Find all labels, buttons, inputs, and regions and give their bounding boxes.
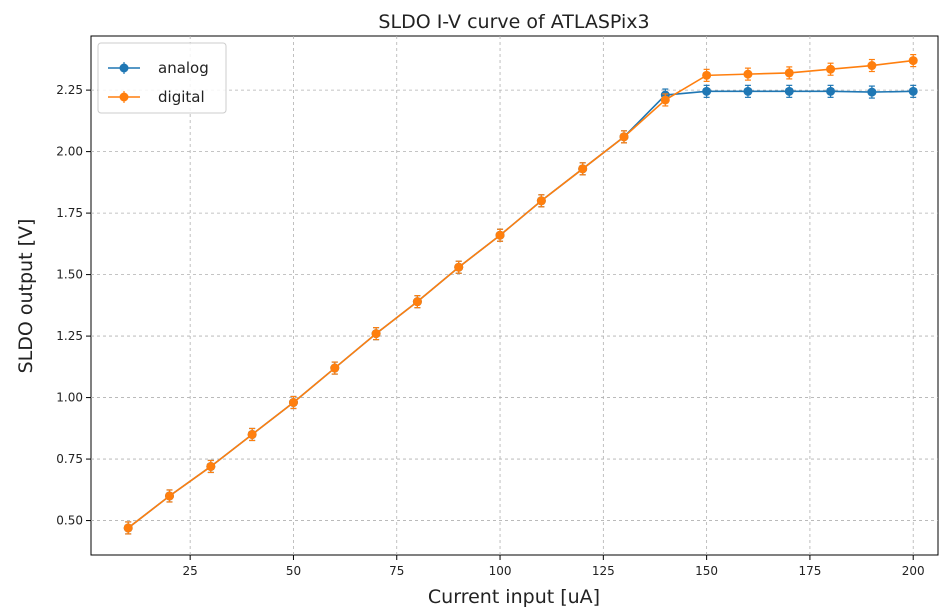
y-tick-label: 1.75	[56, 206, 83, 220]
data-point-digital	[412, 297, 422, 307]
x-tick-label: 75	[389, 564, 404, 578]
data-point-analog	[867, 87, 877, 97]
legend-label-analog: analog	[158, 59, 209, 77]
data-point-digital	[123, 523, 133, 533]
series-layer	[123, 53, 918, 535]
series-digital	[123, 53, 918, 535]
data-point-analog	[784, 86, 794, 96]
y-tick-label: 1.50	[56, 268, 83, 282]
data-point-digital	[578, 164, 588, 174]
x-tick-label: 25	[183, 564, 198, 578]
data-point-digital	[165, 491, 175, 501]
data-point-digital	[206, 461, 216, 471]
data-point-digital	[495, 230, 505, 240]
data-point-digital	[702, 70, 712, 80]
data-point-analog	[743, 86, 753, 96]
y-tick-label: 0.75	[56, 452, 83, 466]
y-tick-label: 1.25	[56, 329, 83, 343]
data-point-digital	[784, 68, 794, 78]
data-point-digital	[371, 329, 381, 339]
x-tick-label: 150	[695, 564, 718, 578]
ticks: 25 50 75 100 125 150 175 200 0.50 0.75 1.00 1.25 1.5…	[56, 83, 924, 578]
y-tick-label: 2.25	[56, 83, 83, 97]
data-point-analog	[908, 86, 918, 96]
x-tick-label: 50	[286, 564, 301, 578]
data-point-digital	[660, 95, 670, 105]
y-tick-label: 2.00	[56, 145, 83, 159]
grid	[91, 36, 938, 555]
data-point-analog	[826, 86, 836, 96]
data-point-digital	[536, 196, 546, 206]
chart-title: SLDO I-V curve of ATLASPix3	[378, 11, 649, 33]
x-tick-label: 175	[798, 564, 821, 578]
data-point-digital	[743, 69, 753, 79]
data-point-digital	[908, 56, 918, 66]
legend: analog digital	[97, 42, 227, 114]
data-point-digital	[867, 61, 877, 71]
data-point-digital	[454, 262, 464, 272]
x-tick-label: 100	[489, 564, 512, 578]
y-tick-label: 1.00	[56, 391, 83, 405]
x-axis-label: Current input [uA]	[428, 586, 600, 608]
x-tick-label: 200	[902, 564, 925, 578]
legend-label-digital: digital	[158, 88, 205, 106]
legend-marker-digital	[119, 92, 129, 102]
legend-marker-analog	[119, 63, 129, 73]
data-point-digital	[330, 363, 340, 373]
legend-box	[97, 42, 227, 114]
data-point-digital	[826, 64, 836, 74]
series-line-digital	[127, 59, 914, 529]
legend-entries: analog digital	[108, 59, 209, 106]
x-tick-label: 125	[592, 564, 615, 578]
data-point-digital	[247, 429, 257, 439]
y-tick-label: 0.50	[56, 514, 83, 528]
y-axis-label: SLDO output [V]	[15, 219, 37, 374]
data-point-digital	[619, 132, 629, 142]
data-point-analog	[702, 86, 712, 96]
data-point-digital	[288, 397, 298, 407]
plot-area	[90, 35, 939, 556]
